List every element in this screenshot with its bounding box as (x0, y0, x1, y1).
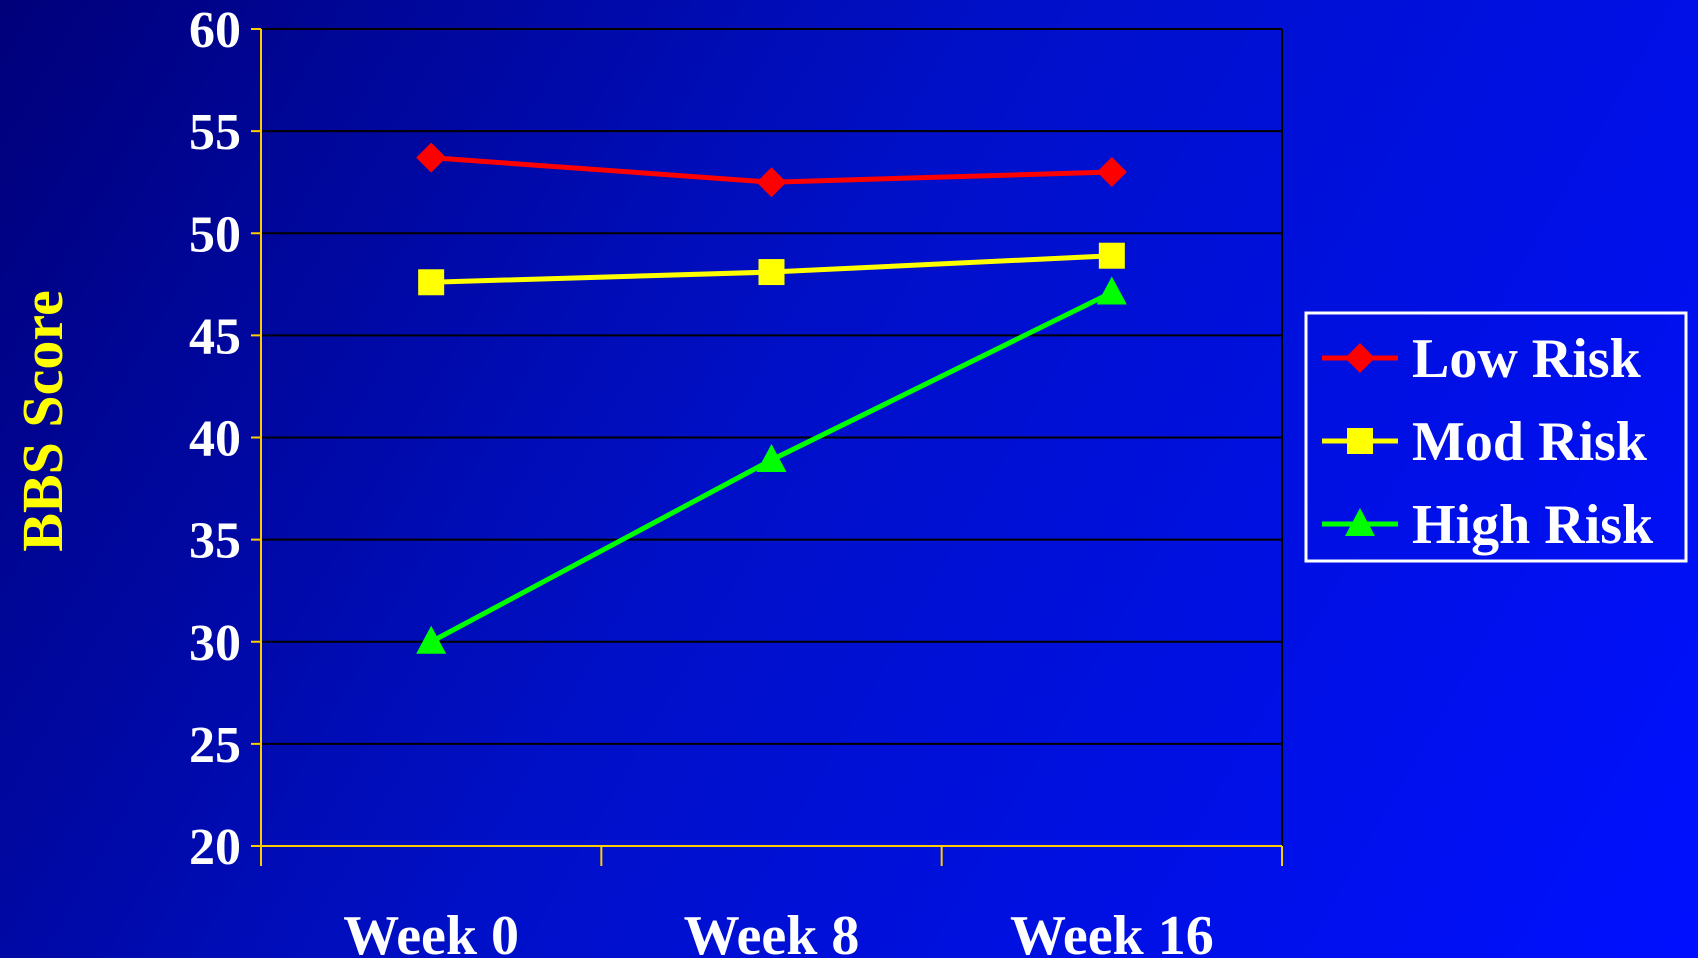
y-tick-label: 35 (189, 513, 241, 570)
data-point-mod-risk (758, 259, 785, 286)
legend-marker-high-risk (1345, 508, 1375, 536)
data-point-low-risk (416, 142, 447, 173)
data-point-high-risk (1096, 276, 1127, 305)
legend: Low Risk Mod Risk High Risk (1304, 311, 1688, 563)
x-axis: Week 0 Week 8 Week 16 (260, 845, 1283, 958)
x-tick-label: Week 16 (1010, 905, 1214, 958)
data-point-high-risk (756, 443, 787, 472)
legend-box (1304, 311, 1688, 563)
data-point-high-risk (416, 625, 447, 654)
gridlines (261, 28, 1283, 846)
data-point-mod-risk (418, 269, 445, 296)
y-tick-label: 25 (189, 717, 241, 774)
data-point-low-risk (1096, 156, 1127, 187)
y-tick-label: 30 (189, 615, 241, 672)
legend-label-high-risk: High Risk (1412, 494, 1654, 556)
y-axis: 20 25 30 35 40 45 50 55 60 (189, 2, 262, 876)
y-tick-label: 20 (189, 819, 241, 876)
legend-marker-mod-risk (1347, 428, 1373, 454)
legend-label-low-risk: Low Risk (1412, 328, 1642, 390)
x-tick-label: Week 0 (343, 905, 519, 958)
x-tick-label: Week 8 (684, 905, 860, 958)
y-axis-title: BBS Score (10, 290, 75, 552)
data-point-mod-risk (1098, 242, 1125, 269)
y-tick-label: 60 (189, 2, 241, 59)
y-tick-label: 40 (189, 411, 241, 468)
series-lines (416, 142, 1127, 654)
legend-label-mod-risk: Mod Risk (1412, 411, 1648, 473)
y-tick-label: 45 (189, 308, 241, 365)
y-tick-label: 50 (189, 206, 241, 263)
y-tick-label: 55 (189, 104, 241, 161)
legend-marker-low-risk (1345, 343, 1375, 373)
data-point-low-risk (756, 167, 787, 198)
